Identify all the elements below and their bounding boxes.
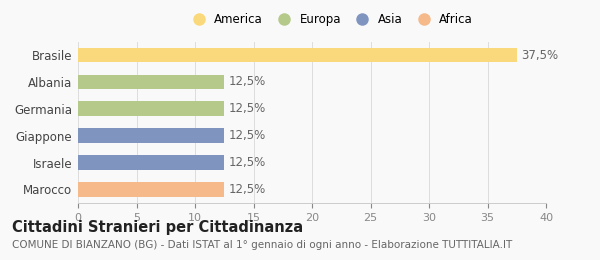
Text: 12,5%: 12,5% [229, 183, 266, 196]
Bar [78, 182, 224, 197]
Bar [78, 155, 224, 170]
Bar [78, 101, 224, 116]
Text: 37,5%: 37,5% [521, 49, 559, 62]
Text: 12,5%: 12,5% [229, 75, 266, 88]
Text: 12,5%: 12,5% [229, 156, 266, 169]
Text: COMUNE DI BIANZANO (BG) - Dati ISTAT al 1° gennaio di ogni anno - Elaborazione T: COMUNE DI BIANZANO (BG) - Dati ISTAT al … [12, 240, 512, 250]
Text: Cittadini Stranieri per Cittadinanza: Cittadini Stranieri per Cittadinanza [12, 220, 303, 235]
Bar [78, 48, 517, 62]
Legend: America, Europa, Asia, Africa: America, Europa, Asia, Africa [182, 9, 478, 31]
Text: 12,5%: 12,5% [229, 129, 266, 142]
Bar [78, 75, 224, 89]
Text: 12,5%: 12,5% [229, 102, 266, 115]
Bar [78, 128, 224, 143]
